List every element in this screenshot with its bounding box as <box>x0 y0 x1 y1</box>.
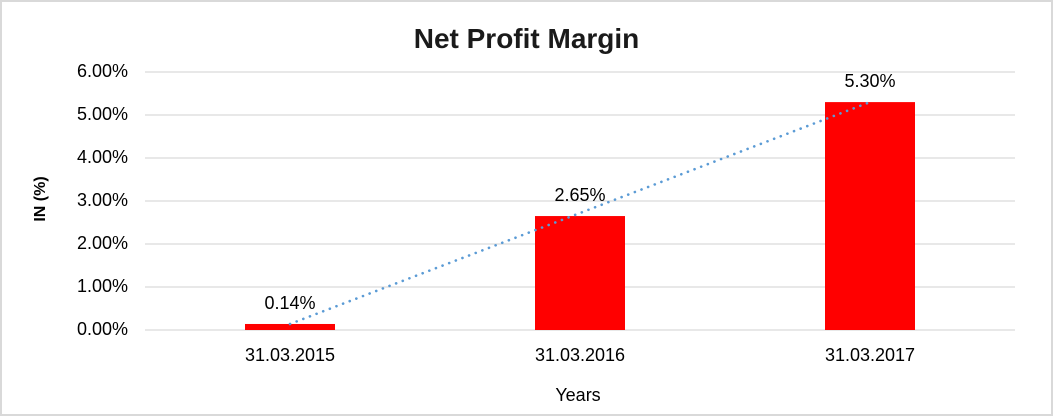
chart-title: Net Profit Margin <box>413 23 640 54</box>
trendline <box>288 100 872 326</box>
y-tick-label: 1.00% <box>76 276 128 296</box>
window-left-edge <box>0 0 2 416</box>
x-category-label: 31.03.2015 <box>244 345 336 365</box>
y-tick-label: 3.00% <box>76 190 128 210</box>
x-category-label: 31.03.2016 <box>534 345 626 365</box>
bar-value-label: 2.65% <box>554 185 606 206</box>
y-axis-title: IN (%) <box>32 176 49 222</box>
bar-31.03.2017 <box>825 102 915 330</box>
y-tick-label: 2.00% <box>76 233 128 253</box>
y-tick-label: 6.00% <box>76 61 128 81</box>
y-tick-label: 0.00% <box>76 319 128 339</box>
x-axis-title: Years <box>555 385 601 405</box>
y-tick-label: 4.00% <box>76 147 128 167</box>
y-tick-label: 5.00% <box>76 104 128 124</box>
bar-value-label: 5.30% <box>844 71 896 92</box>
x-category-label: 31.03.2017 <box>824 345 916 365</box>
bar-31.03.2015 <box>245 323 335 330</box>
bar-value-label: 0.14% <box>264 292 316 313</box>
bar-31.03.2016 <box>535 216 625 330</box>
